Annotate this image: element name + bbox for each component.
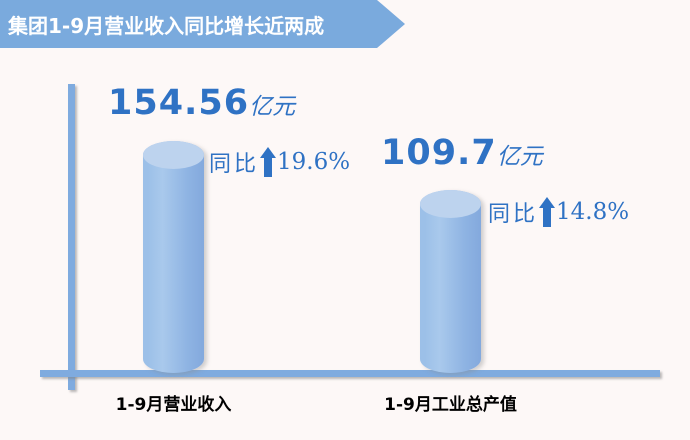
arrow-up-icon [260, 147, 277, 177]
banner-title-text: 集团1-9月营业收入同比增长近两成 [8, 13, 325, 38]
cylinder-top-cap-1 [143, 141, 204, 169]
category-label-1: 1-9月营业收入 [115, 395, 232, 415]
bar-value-number-2: 109.7 [381, 133, 497, 173]
cylinder-top-cap-2 [420, 190, 481, 218]
cylinder-bar-2[interactable] [420, 190, 481, 373]
category-label-2: 1-9月工业总产值 [384, 395, 517, 415]
cylinder-bar-1[interactable] [143, 141, 204, 373]
bar-value-unit-2: 亿元 [496, 144, 543, 170]
growth-annotation-1: 同比 19.6% [209, 146, 350, 178]
growth-prefix-label-2: 同比 [488, 202, 539, 227]
arrow-up-icon [539, 197, 556, 227]
x-axis-baseline [40, 370, 660, 377]
growth-annotation-2: 同比 14.8% [488, 196, 629, 228]
growth-prefix-label-1: 同比 [209, 152, 260, 177]
chart-plot-area: 154.56亿元 同比 19.6% 1-9月营业收入 109.7亿元 同比 14… [0, 48, 690, 440]
bar-value-label-2: 109.7亿元 [381, 136, 543, 171]
bar-value-label-1: 154.56亿元 [108, 86, 295, 121]
growth-value-label-2: 14.8% [556, 199, 630, 225]
title-banner: 集团1-9月营业收入同比增长近两成 [0, 0, 405, 48]
bar-value-number-1: 154.56 [108, 83, 250, 123]
growth-value-label-1: 19.6% [277, 149, 351, 175]
bar-value-unit-1: 亿元 [249, 94, 296, 120]
y-axis-line [68, 84, 75, 390]
